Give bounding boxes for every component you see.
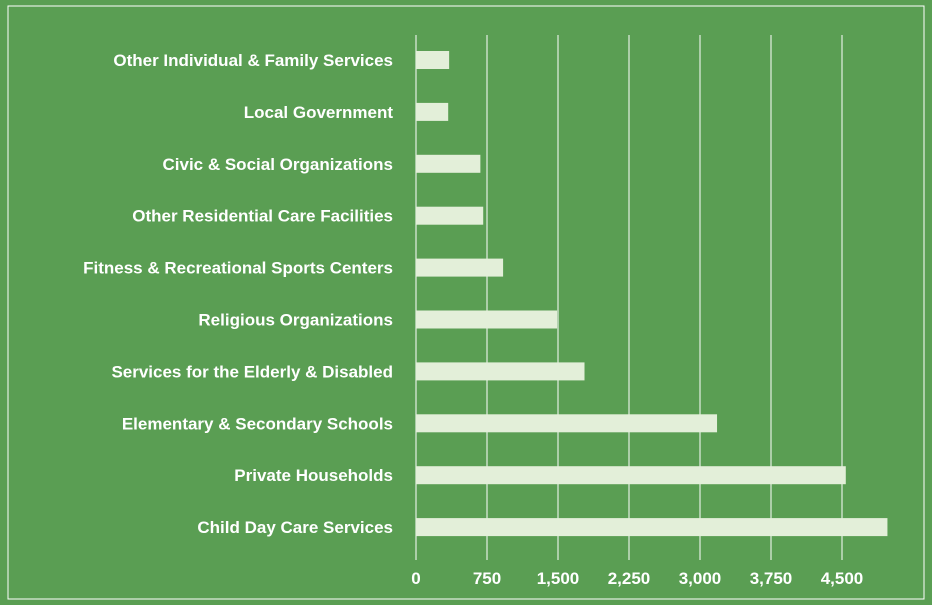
x-tick-label: 750 [473,569,501,588]
category-label: Fitness & Recreational Sports Centers [83,259,393,278]
chart-frame [7,5,925,600]
bar [416,154,481,173]
bar [416,258,504,277]
category-labels: Other Individual & Family Services Local … [83,51,393,537]
bar [416,206,484,225]
category-label: Other Individual & Family Services [113,51,393,70]
category-label: Services for the Elderly & Disabled [111,362,393,381]
x-tick-label: 0 [411,569,420,588]
category-label: Religious Organizations [198,311,393,330]
category-label: Elementary & Secondary Schools [122,414,393,433]
category-label: Private Households [234,466,393,485]
bar [416,310,558,329]
category-label: Local Government [244,103,394,122]
bar [416,51,450,69]
x-tick-label: 1,500 [537,569,580,588]
bar [416,466,846,485]
bar [416,414,718,433]
category-label: Civic & Social Organizations [162,155,393,174]
category-label: Other Residential Care Facilities [132,207,393,226]
bars [416,51,888,537]
x-tick-label: 4,500 [821,569,864,588]
bar [416,362,585,381]
x-axis-tick-labels: 0 750 1,500 2,250 3,000 3,750 4,500 [411,569,863,588]
bar [416,102,449,121]
x-tick-label: 2,250 [608,569,651,588]
x-tick-label: 3,750 [750,569,793,588]
bar [416,518,888,537]
category-label: Child Day Care Services [197,518,393,537]
x-tick-label: 3,000 [679,569,722,588]
